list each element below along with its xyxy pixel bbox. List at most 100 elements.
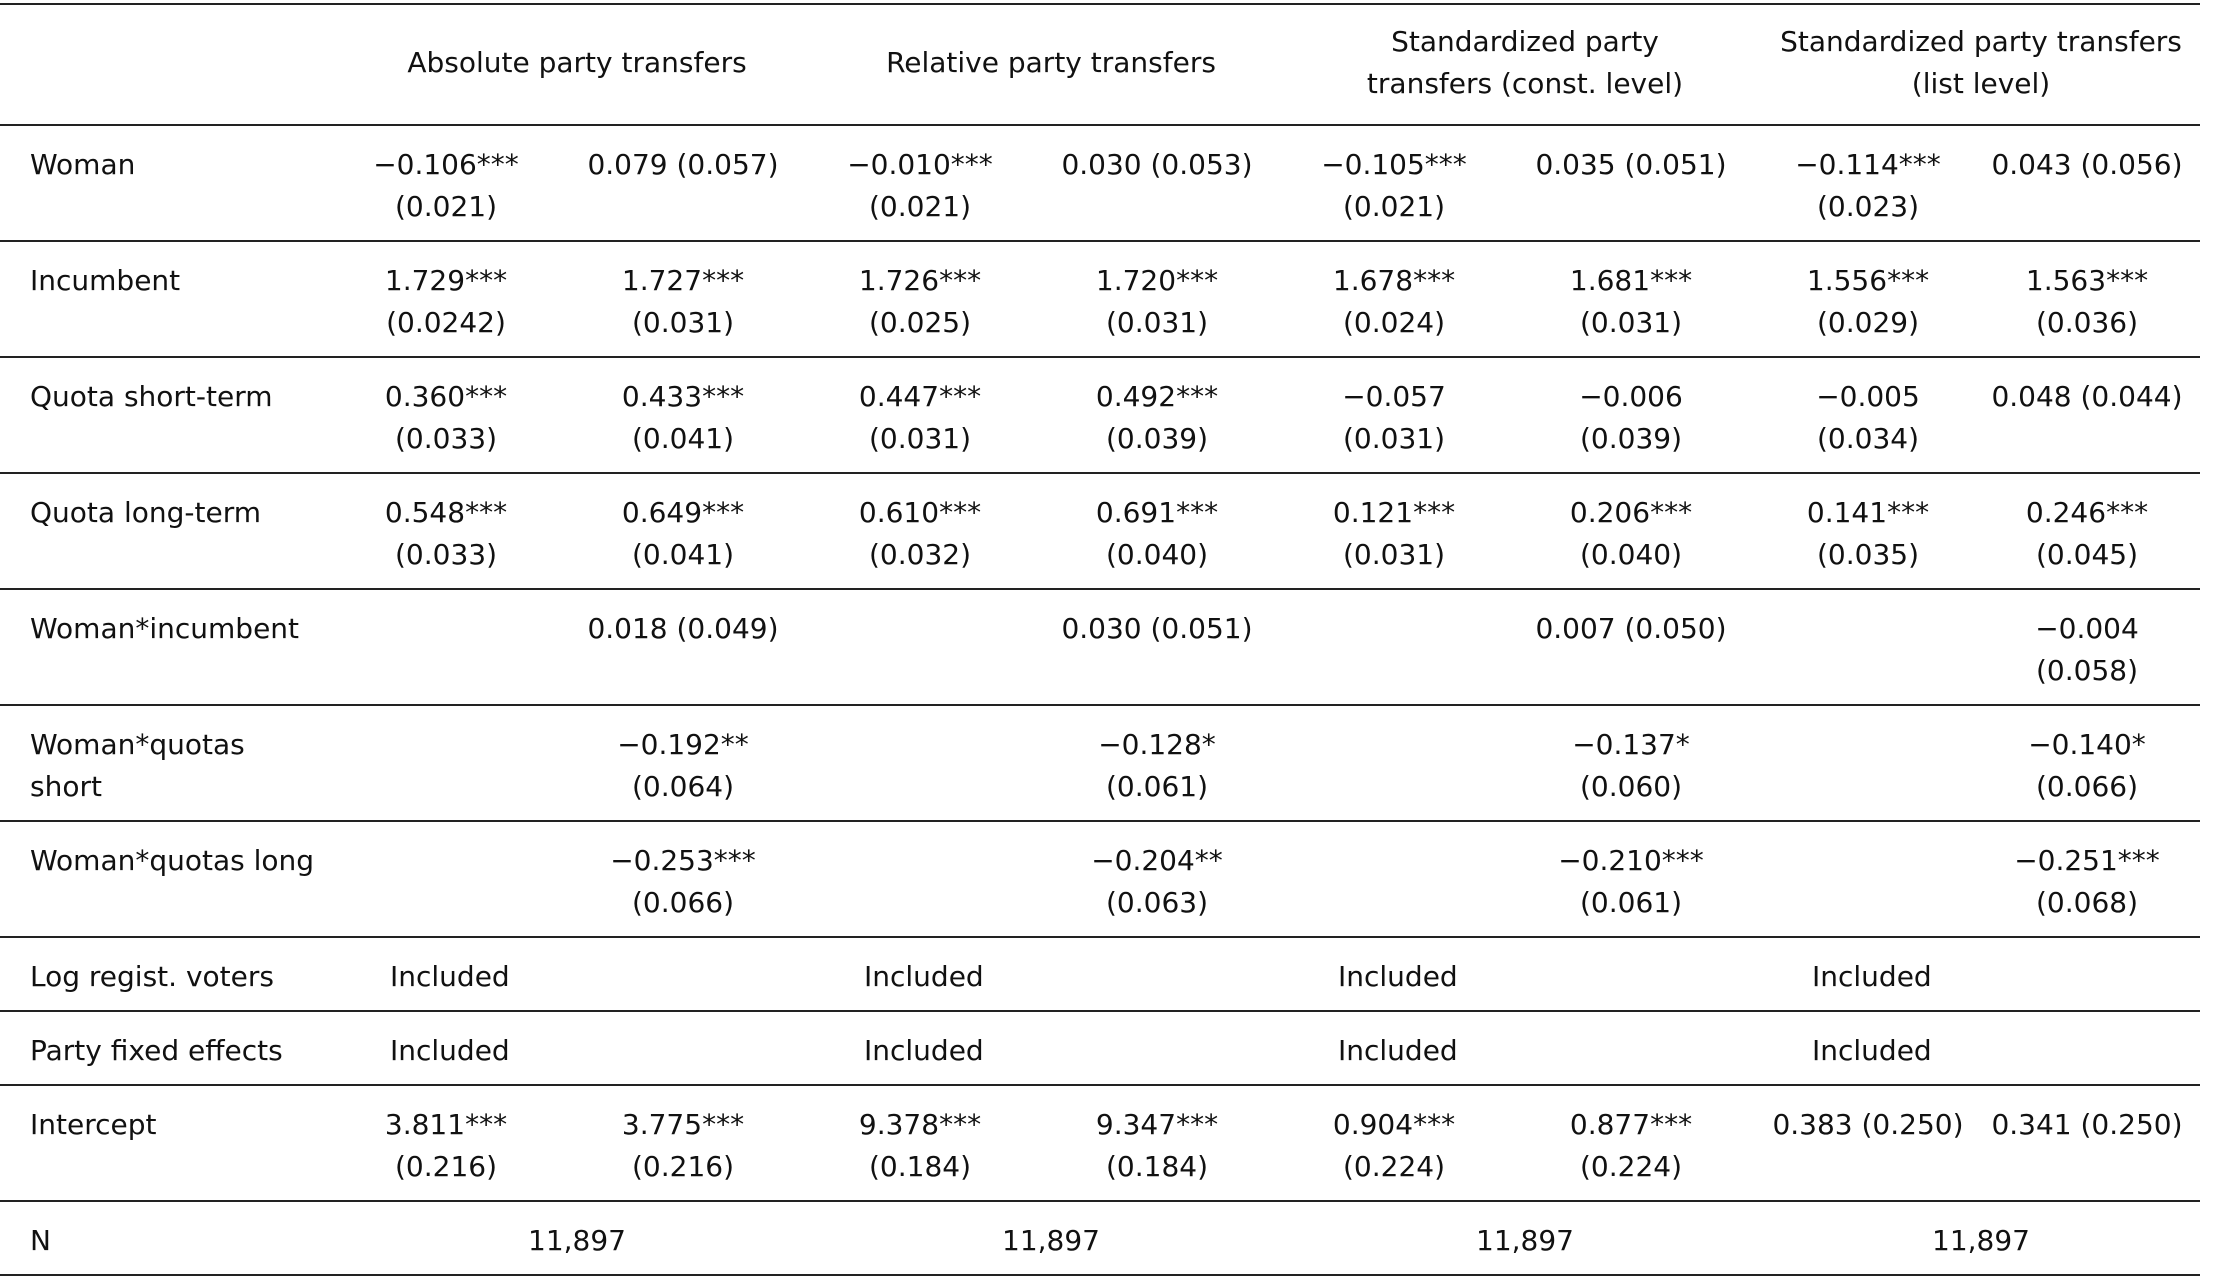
row-label: Quota short-term <box>30 380 273 413</box>
cell-text: (0.216) <box>631 1150 734 1183</box>
table-cell: 0.030 (0.053) <box>1026 125 1288 241</box>
n-cell: 11,897 <box>1002 1224 1100 1257</box>
cell-text: 0.035 (0.051) <box>1535 148 1727 181</box>
table-cell: 0.121*** (0.031) <box>1288 473 1500 589</box>
cell-text: (0.045) <box>2035 538 2138 571</box>
cell-text: (0.039) <box>1579 422 1682 455</box>
table-cell: 1.727*** (0.031) <box>552 241 814 357</box>
table-cell <box>1762 821 1974 937</box>
header-row: Absolute party transfers Relative party … <box>0 4 2200 125</box>
cell-text: 1.563*** <box>2025 264 2149 297</box>
cell-text: (0.060) <box>1579 770 1682 803</box>
cell-text: 0.877*** <box>1569 1108 1693 1141</box>
table-cell: 0.030 (0.051) <box>1026 589 1288 705</box>
cell-text: (0.224) <box>1342 1150 1445 1183</box>
header-stub <box>0 4 340 125</box>
included-cell: Included <box>390 960 510 993</box>
included-cell: Included <box>1812 1034 1932 1067</box>
table-cell: 0.079 (0.057) <box>552 125 814 241</box>
table-cell: 0.610*** (0.032) <box>814 473 1026 589</box>
header-group-relative: Relative party transfers <box>814 4 1288 125</box>
cell-text: 0.447*** <box>858 380 982 413</box>
table-cell: 1.563*** (0.036) <box>1974 241 2200 357</box>
header-group-label: Absolute party transfers <box>407 45 747 79</box>
table-cell: 0.341 (0.250) <box>1974 1085 2200 1201</box>
cell-text: (0.033) <box>394 538 497 571</box>
cell-text: −0.005 <box>1816 380 1920 413</box>
cell-text: (0.034) <box>1816 422 1919 455</box>
included-cell: Included <box>390 1034 510 1067</box>
cell-text: 0.904*** <box>1332 1108 1456 1141</box>
cell-text: (0.066) <box>2035 770 2138 803</box>
cell-text: −0.128* <box>1098 728 1216 761</box>
cell-text: 1.556*** <box>1806 264 1930 297</box>
table-row: Quota long-term 0.548*** (0.033) 0.649*** (0… <box>0 473 2200 589</box>
cell-text: 0.360*** <box>384 380 508 413</box>
n-cell: 11,897 <box>1476 1224 1574 1257</box>
cell-text: −0.010*** <box>847 148 993 181</box>
table-cell <box>1288 821 1500 937</box>
header-group-standardized-list: Standardized party transfers (list level… <box>1762 4 2200 125</box>
table-cell: 0.141*** (0.035) <box>1762 473 1974 589</box>
cell-text: (0.023) <box>1816 190 1919 223</box>
cell-text: (0.061) <box>1579 886 1682 919</box>
table-cell: 0.043 (0.056) <box>1974 125 2200 241</box>
cell-text: (0.031) <box>1105 306 1208 339</box>
cell-text: 0.030 (0.053) <box>1061 148 1253 181</box>
table-row: Woman −0.106*** (0.021) 0.079 (0.057) −0.010… <box>0 125 2200 241</box>
table-row: Incumbent 1.729*** (0.0242) 1.727*** (0.031)… <box>0 241 2200 357</box>
table-cell <box>340 705 552 821</box>
table-cell: −0.057 (0.031) <box>1288 357 1500 473</box>
table-cell: −0.204** (0.063) <box>1026 821 1288 937</box>
table-cell: 9.378*** (0.184) <box>814 1085 1026 1201</box>
included-cell: Included <box>1338 1034 1458 1067</box>
cell-text: (0.061) <box>1105 770 1208 803</box>
table-cell: 0.877*** (0.224) <box>1500 1085 1762 1201</box>
row-label: Quota long-term <box>30 496 261 529</box>
cell-text: (0.031) <box>868 422 971 455</box>
table-cell: −0.005 (0.034) <box>1762 357 1974 473</box>
cell-text: (0.041) <box>631 422 734 455</box>
row-label: Intercept <box>30 1108 157 1141</box>
cell-text: 0.018 (0.049) <box>587 612 779 645</box>
cell-text: 1.681*** <box>1569 264 1693 297</box>
table-cell: −0.105*** (0.021) <box>1288 125 1500 241</box>
header-group-absolute: Absolute party transfers <box>340 4 814 125</box>
table-cell: −0.004 (0.058) <box>1974 589 2200 705</box>
cell-text: (0.021) <box>1342 190 1445 223</box>
cell-text: 1.726*** <box>858 264 982 297</box>
cell-text: 9.378*** <box>858 1108 982 1141</box>
table-cell: −0.140* (0.066) <box>1974 705 2200 821</box>
table-cell <box>340 589 552 705</box>
cell-text: −0.253*** <box>610 844 756 877</box>
cell-text: −0.140* <box>2028 728 2146 761</box>
table-body: Woman −0.106*** (0.021) 0.079 (0.057) −0.010… <box>0 125 2200 1275</box>
cell-text: 0.433*** <box>621 380 745 413</box>
cell-text: (0.035) <box>1816 538 1919 571</box>
table-row: Log regist. voters Included Included Includ… <box>0 937 2200 1011</box>
table-cell <box>1288 589 1500 705</box>
cell-text: −0.204** <box>1091 844 1223 877</box>
cell-text: 0.341 (0.250) <box>1991 1108 2183 1141</box>
row-label: Incumbent <box>30 264 181 297</box>
table-cell: 0.383 (0.250) <box>1762 1085 1974 1201</box>
cell-text: (0.021) <box>394 190 497 223</box>
cell-text: (0.066) <box>631 886 734 919</box>
cell-text: (0.032) <box>868 538 971 571</box>
table-cell: 3.811*** (0.216) <box>340 1085 552 1201</box>
table-cell: 0.035 (0.051) <box>1500 125 1762 241</box>
cell-text: 1.727*** <box>621 264 745 297</box>
regression-table-container: Absolute party transfers Relative party … <box>0 4 2200 1275</box>
cell-text: −0.210*** <box>1558 844 1704 877</box>
cell-text: (0.024) <box>1342 306 1445 339</box>
table-cell: −0.251*** (0.068) <box>1974 821 2200 937</box>
cell-text: (0.041) <box>631 538 734 571</box>
row-label: Woman*quotas short <box>0 705 340 821</box>
table-cell: 1.678*** (0.024) <box>1288 241 1500 357</box>
row-label: Party fixed effects <box>30 1034 283 1067</box>
table-cell: 9.347*** (0.184) <box>1026 1085 1288 1201</box>
table-cell: −0.253*** (0.066) <box>552 821 814 937</box>
cell-text: (0.224) <box>1579 1150 1682 1183</box>
table-row: Party fixed effects Included Included Inclu… <box>0 1011 2200 1085</box>
cell-text: 0.141*** <box>1806 496 1930 529</box>
